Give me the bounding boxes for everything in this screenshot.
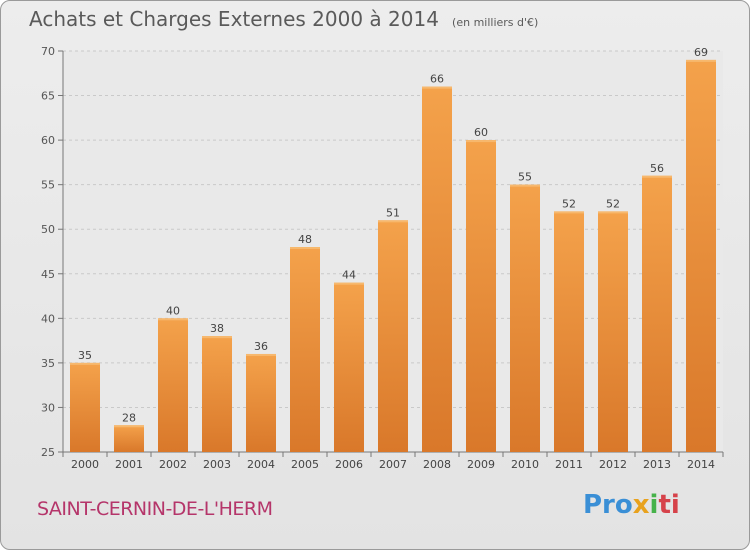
bar-value-label: 60 [474,126,488,139]
title-block: Achats et Charges Externes 2000 à 2014 (… [29,7,538,31]
bar-top-2007 [378,220,408,223]
bar-top-2009 [466,140,496,143]
y-tick-label: 35 [41,357,55,370]
bar-top-2008 [422,86,452,89]
place-name: SAINT-CERNIN-DE-L'HERM [37,498,273,520]
x-tick-label: 2008 [423,458,451,471]
x-tick-label: 2005 [291,458,319,471]
bar-top-2011 [554,211,584,214]
chart-title: Achats et Charges Externes 2000 à 2014 [29,7,439,31]
x-tick-label: 2007 [379,458,407,471]
bar-top-2005 [290,247,320,250]
bar-value-label: 52 [562,197,576,210]
bar-value-label: 35 [78,349,92,362]
y-tick-label: 50 [41,223,55,236]
chart-subtitle: (en milliers d'€) [452,16,539,29]
bar-top-2013 [642,175,672,178]
x-tick-label: 2003 [203,458,231,471]
bar-value-label: 55 [518,171,532,184]
bar-2013 [642,175,672,452]
bar-2010 [510,184,540,452]
bar-value-label: 36 [254,340,268,353]
bar-2009 [466,140,496,452]
bar-2006 [334,282,364,452]
bar-2001 [114,425,144,452]
y-tick-label: 25 [41,446,55,459]
bar-2005 [290,247,320,452]
x-tick-label: 2014 [687,458,715,471]
bar-top-2000 [70,362,100,365]
bar-top-2012 [598,211,628,214]
x-tick-label: 2006 [335,458,363,471]
bar-2014 [686,59,716,453]
y-tick-label: 55 [41,179,55,192]
y-tick-label: 65 [41,90,55,103]
y-tick-label: 45 [41,268,55,281]
y-tick-label: 40 [41,312,55,325]
bar-2012 [598,211,628,452]
bar-top-2010 [510,184,540,187]
x-tick-label: 2004 [247,458,275,471]
logo-part-1: Pro [583,490,633,520]
bar-top-2003 [202,336,232,339]
y-tick-label: 70 [41,45,55,58]
bar-value-label: 52 [606,197,620,210]
bar-top-2001 [114,425,144,428]
x-tick-label: 2002 [159,458,187,471]
logo-part-4: ti [658,490,680,520]
bar-2004 [246,353,276,452]
bar-top-2004 [246,353,276,356]
bar-value-label: 69 [694,46,708,59]
bar-value-label: 48 [298,233,312,246]
bar-top-2006 [334,282,364,285]
logo-part-3: i [649,490,659,520]
bar-value-label: 51 [386,206,400,219]
x-tick-label: 2001 [115,458,143,471]
bar-2011 [554,211,584,452]
bar-2000 [70,362,100,452]
bar-top-2002 [158,318,188,321]
bar-value-label: 40 [166,304,180,317]
bar-value-label: 44 [342,269,356,282]
bar-value-label: 38 [210,322,224,335]
x-tick-label: 2013 [643,458,671,471]
x-tick-label: 2011 [555,458,583,471]
y-tick-label: 60 [41,134,55,147]
x-tick-label: 2000 [71,458,99,471]
logo-part-2: x [632,490,650,520]
bar-2002 [158,318,188,452]
bar-value-label: 28 [122,411,136,424]
bar-2007 [378,220,408,452]
bar-value-label: 56 [650,162,664,175]
x-tick-label: 2009 [467,458,495,471]
y-tick-label: 30 [41,401,55,414]
bar-2003 [202,336,232,452]
bar-2008 [422,86,452,453]
x-tick-label: 2010 [511,458,539,471]
bar-top-2014 [686,59,716,62]
bar-value-label: 66 [430,73,444,86]
bar-layer [70,59,716,453]
proxiti-logo[interactable]: Proxiti [583,490,680,520]
label-layer: 35 2000 28 2001 40 2002 38 2003 36 2004 48 2005 44 20… [71,46,715,471]
x-tick-label: 2012 [599,458,627,471]
